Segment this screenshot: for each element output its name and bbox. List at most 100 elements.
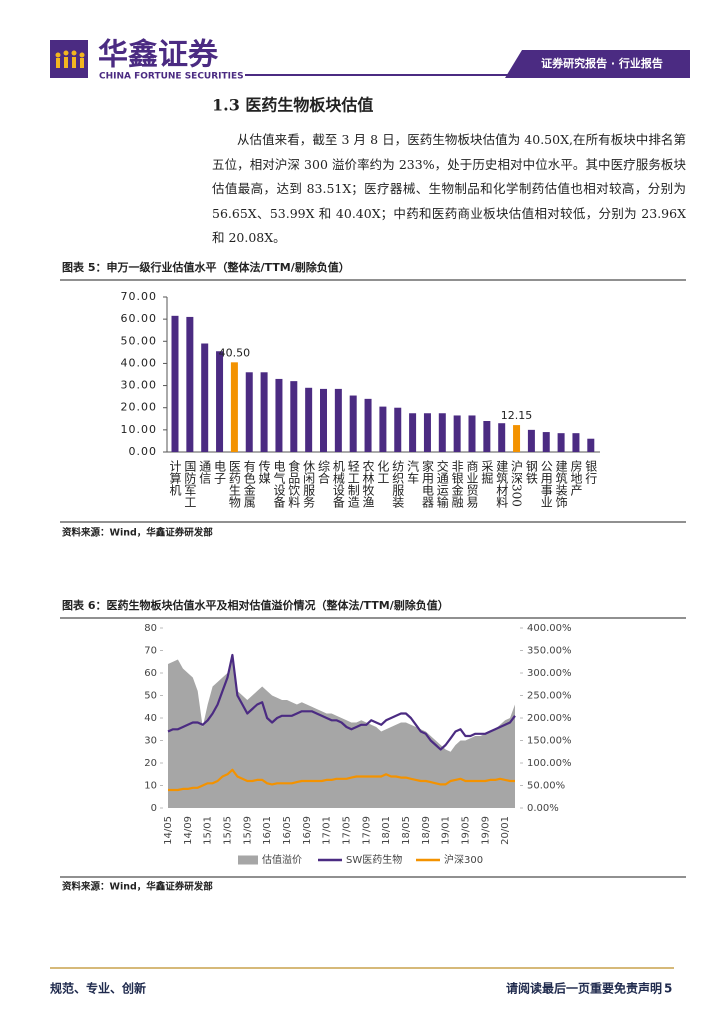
x-tick-label: 14/05 (163, 816, 174, 845)
x-tick-label: 采掘 (480, 460, 494, 485)
y-tick-label: 30 (144, 736, 157, 747)
x-tick-label: 16/01 (262, 816, 273, 845)
x-tick-label: 建筑装饰 (554, 460, 568, 508)
y-tick-label: 30.00 (121, 379, 158, 392)
x-tick-label: 纺织服装 (391, 460, 405, 509)
y-tick-label: 0.00 (129, 445, 158, 458)
y-tick-label: 70.00 (121, 290, 158, 303)
x-tick-label: 家用电器 (420, 459, 434, 509)
x-tick-label: 15/01 (203, 816, 214, 845)
bar (542, 432, 550, 452)
bar (201, 343, 209, 452)
bar (349, 395, 357, 452)
y-tick-label: 60.00 (121, 312, 158, 325)
y-tick-label: 10 (144, 781, 157, 792)
line-series (168, 768, 515, 792)
x-tick-label: 18/05 (401, 816, 412, 845)
x-tick-label: 有色金属 (242, 460, 256, 509)
x-tick-label: 国防军工 (183, 460, 197, 508)
legend-label: SW医药生物 (346, 853, 402, 866)
y-tick-label: 10.00 (121, 423, 158, 436)
bar (334, 388, 342, 452)
y2-tick-label: 0.00% (527, 803, 559, 814)
x-tick-label: 15/05 (222, 816, 233, 845)
bar (275, 378, 283, 452)
x-tick-label: 化工 (376, 460, 390, 484)
x-tick-label: 14/09 (183, 816, 194, 845)
x-tick-label: 轻工制造 (346, 460, 360, 508)
y-tick-label: 70 (144, 646, 157, 657)
y2-tick-label: 200.00% (527, 713, 572, 724)
y2-tick-label: 150.00% (527, 736, 572, 747)
bar (527, 429, 535, 452)
y2-tick-label: 250.00% (527, 691, 572, 702)
line-series (167, 653, 516, 751)
x-tick-label: 18/01 (381, 816, 392, 845)
x-tick-label: 电气设备 (272, 460, 286, 509)
area-series (168, 659, 515, 808)
bar (587, 438, 595, 452)
bar (186, 316, 194, 452)
y2-tick-label: 400.00% (527, 623, 572, 634)
legend-label: 沪深300 (444, 853, 483, 866)
x-tick-label: 传媒 (257, 459, 271, 484)
header-band (505, 50, 690, 78)
data-label: 12.15 (501, 409, 533, 422)
bar (260, 372, 268, 452)
bar (230, 362, 238, 452)
x-tick-label: 农林牧渔 (361, 460, 375, 508)
bar (498, 423, 506, 452)
y2-tick-label: 300.00% (527, 668, 572, 679)
footer-disclaimer: 请阅读最后一页重要免责声明 (506, 981, 662, 996)
figure-caption: 图表 6：医药生物板块估值水平及相对估值溢价情况（整体法/TTM/剔除负值） (62, 598, 449, 612)
y-tick-label: 40.00 (121, 356, 158, 369)
bar (513, 425, 521, 452)
bar (379, 406, 387, 452)
bar (171, 315, 179, 452)
x-tick-label: 银行 (584, 460, 598, 484)
y-tick-label: 20.00 (121, 401, 158, 414)
x-tick-label: 综合 (317, 460, 331, 484)
legend-swatch (238, 855, 258, 865)
x-tick-label: 沪深300 (510, 460, 524, 507)
x-tick-label: 18/09 (421, 816, 432, 845)
y-tick-label: 60 (144, 668, 157, 679)
x-tick-label: 17/05 (341, 816, 352, 845)
y-tick-label: 0 (151, 803, 157, 814)
x-tick-label: 食品饮料 (287, 459, 301, 508)
x-tick-label: 机械设备 (331, 460, 345, 509)
logo-cn: 华鑫证券 (98, 38, 219, 73)
bar (305, 387, 313, 452)
bar (216, 351, 224, 452)
bar (483, 421, 491, 452)
bar (423, 413, 431, 452)
bar (394, 407, 402, 452)
logo-en: CHINA FORTUNE SECURITIES (99, 72, 244, 82)
x-tick-label: 16/05 (282, 816, 293, 845)
bar (245, 372, 253, 452)
x-tick-label: 休闲服务 (302, 460, 316, 508)
bar (320, 388, 327, 452)
y-tick-label: 40 (144, 713, 157, 724)
x-tick-label: 商业贸易 (465, 459, 479, 509)
bar (409, 413, 417, 452)
x-tick-label: 非银金融 (450, 460, 464, 509)
x-tick-label: 通信 (198, 460, 212, 485)
legend-label: 估值溢价 (262, 853, 302, 866)
x-tick-label: 20/01 (500, 816, 511, 845)
x-tick-label: 19/09 (480, 816, 491, 845)
bar (468, 415, 476, 452)
bar (557, 433, 565, 452)
x-tick-label: 17/09 (361, 816, 372, 845)
y-tick-label: 20 (144, 758, 157, 769)
x-tick-label: 电子 (213, 460, 227, 484)
figure-caption: 图表 5：申万一级行业估值水平（整体法/TTM/剔除负值） (62, 260, 350, 274)
x-tick-label: 19/05 (460, 816, 471, 845)
bar (572, 433, 580, 452)
page-number: 5 (664, 982, 672, 996)
x-tick-label: 交通运输 (435, 459, 449, 509)
x-tick-label: 17/01 (322, 816, 333, 845)
body-paragraph: 从估值来看，截至 3 月 8 日，医药生物板块估值为 40.50X,在所有板块中… (212, 132, 686, 245)
line-chart: 0 10 20 30 40 50 60 70 80 0.00% 50.00% 100.00% 150.0… (144, 623, 571, 866)
